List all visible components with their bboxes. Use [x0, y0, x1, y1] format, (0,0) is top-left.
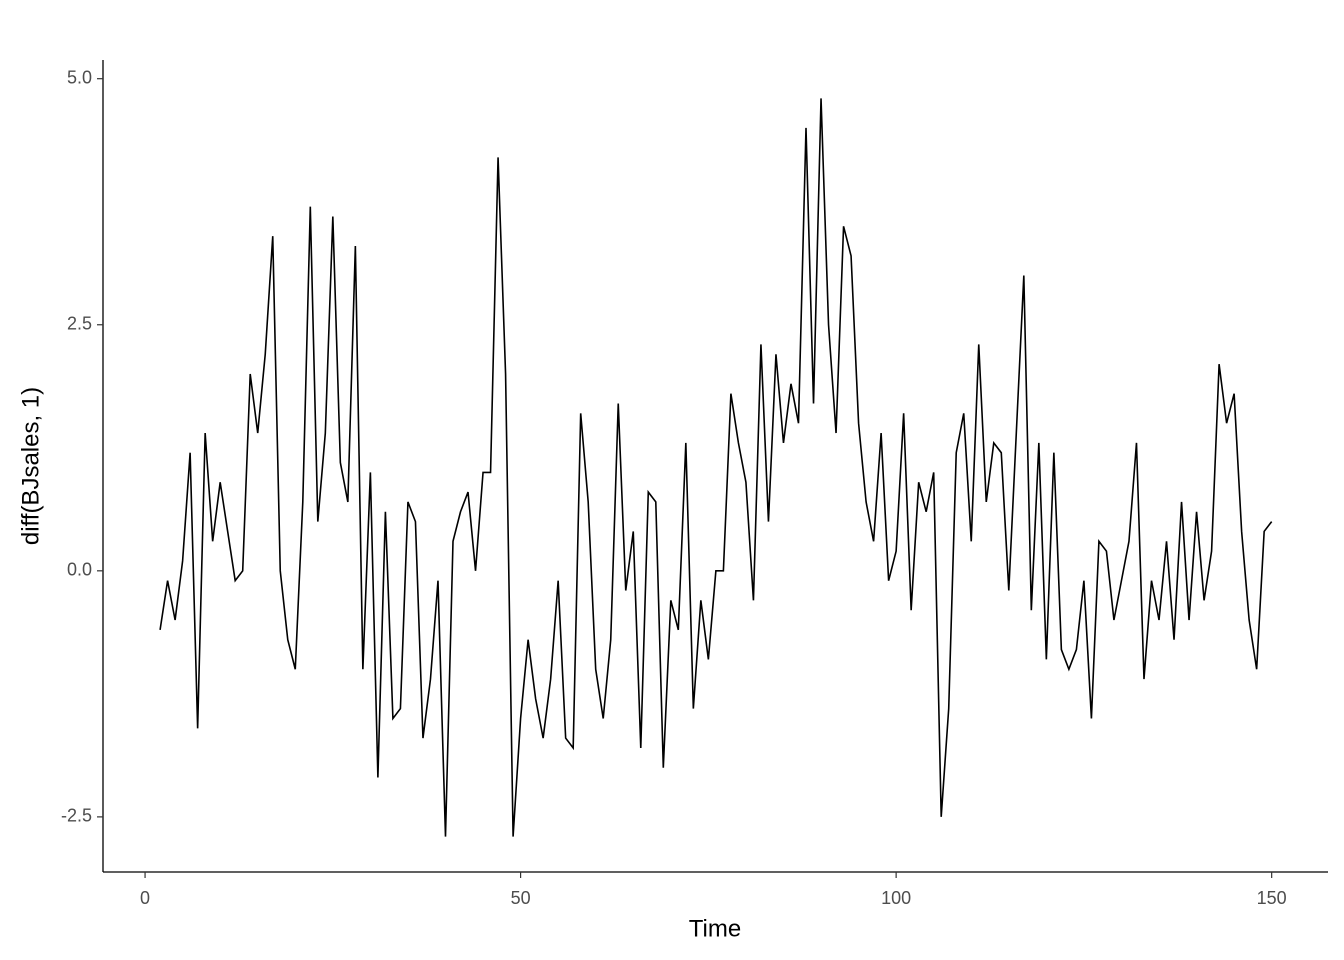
- x-tick-label: 0: [140, 888, 150, 908]
- x-axis-label: Time: [689, 915, 741, 942]
- x-tick-label: 150: [1257, 888, 1287, 908]
- y-tick-label: 2.5: [67, 314, 92, 334]
- data-line: [159, 98, 1273, 837]
- x-tick-label: 100: [881, 888, 911, 908]
- y-axis-label: diff(BJsales, 1): [17, 387, 44, 545]
- x-tick-label: 50: [511, 888, 531, 908]
- y-tick-label: -2.5: [61, 806, 92, 826]
- y-tick-label: 5.0: [67, 67, 92, 87]
- y-tick-label: 0.0: [67, 560, 92, 580]
